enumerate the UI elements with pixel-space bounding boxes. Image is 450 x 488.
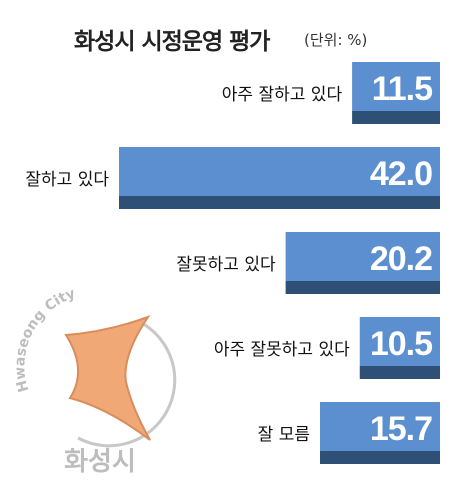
category-label: 잘못하고 있다 bbox=[176, 255, 276, 275]
bar-value-label: 10.5 bbox=[370, 325, 432, 363]
bar-shadow bbox=[359, 366, 440, 379]
unit-label: (단위: %) bbox=[304, 31, 368, 49]
category-label: 아주 잘못하고 있다 bbox=[214, 340, 350, 360]
bar bbox=[352, 62, 440, 111]
category-label: 잘하고 있다 bbox=[25, 170, 109, 190]
chart-title: 화성시 시정운영 평가 bbox=[74, 29, 270, 55]
bar-value-label: 42.0 bbox=[370, 155, 432, 193]
logo-english-text: Hwaseong City bbox=[12, 286, 77, 394]
bar-value-label: 15.7 bbox=[370, 410, 432, 448]
bar bbox=[359, 317, 440, 366]
bar-shadow bbox=[285, 281, 440, 294]
bar-value-label: 11.5 bbox=[372, 70, 432, 108]
bar bbox=[320, 402, 440, 451]
bar-shadow bbox=[119, 196, 440, 209]
bar bbox=[119, 147, 440, 196]
bar-shadow bbox=[320, 451, 440, 464]
bar-value-label: 20.2 bbox=[370, 240, 432, 278]
category-label: 잘 모름 bbox=[258, 425, 310, 445]
logo-star-icon bbox=[64, 315, 151, 441]
bar-shadow bbox=[352, 111, 440, 124]
logo-korean-text: 화성시 bbox=[64, 447, 136, 477]
logo-ring bbox=[77, 320, 177, 448]
category-label: 아주 잘하고 있다 bbox=[222, 85, 343, 105]
hwaseong-logo: Hwaseong City 화성시 bbox=[12, 286, 177, 477]
bar bbox=[285, 232, 440, 281]
